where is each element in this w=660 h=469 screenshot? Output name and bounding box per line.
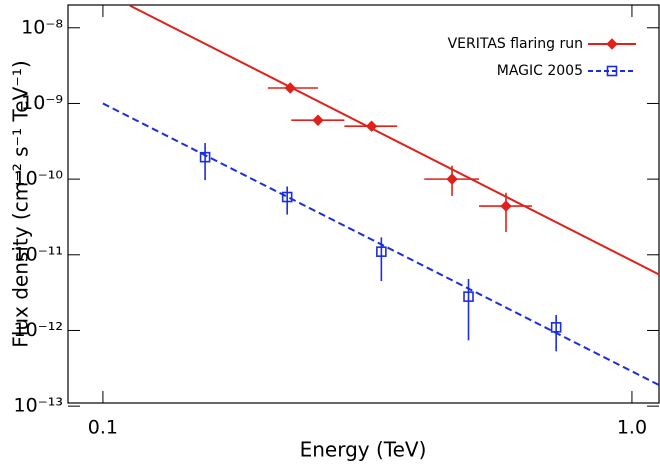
legend-marker xyxy=(606,38,618,50)
y-tick-label: 10⁻⁸ xyxy=(21,16,63,38)
marker xyxy=(284,82,296,94)
marker xyxy=(500,200,512,212)
marker xyxy=(281,191,293,203)
legend-label: VERITAS flaring run xyxy=(448,36,583,52)
y-axis-title: Flux density (cm⁻² s⁻¹ TeV⁻¹) xyxy=(9,60,33,347)
y-tick-label: 10⁻⁹ xyxy=(21,92,63,114)
y-tick-label: 10⁻¹⁰ xyxy=(14,168,63,190)
marker xyxy=(312,114,324,126)
legend-marker xyxy=(606,65,618,77)
marker xyxy=(446,173,458,185)
plot-area xyxy=(102,5,659,386)
x-axis-title: Energy (TeV) xyxy=(300,438,427,462)
x-tick-label: 1.0 xyxy=(617,417,647,439)
x-tick-label: 0.1 xyxy=(88,417,118,439)
y-tick-label: 10⁻¹¹ xyxy=(14,243,63,265)
marker xyxy=(365,120,378,132)
plot-frame xyxy=(67,4,660,404)
y-tick-label: 10⁻¹³ xyxy=(14,395,63,417)
marker xyxy=(199,151,211,163)
marker xyxy=(463,291,474,302)
legend-label: MAGIC 2005 xyxy=(497,63,583,79)
marker xyxy=(376,246,387,257)
marker xyxy=(550,322,562,333)
fit-line xyxy=(129,5,659,276)
y-tick-label: 10⁻¹² xyxy=(14,319,63,341)
